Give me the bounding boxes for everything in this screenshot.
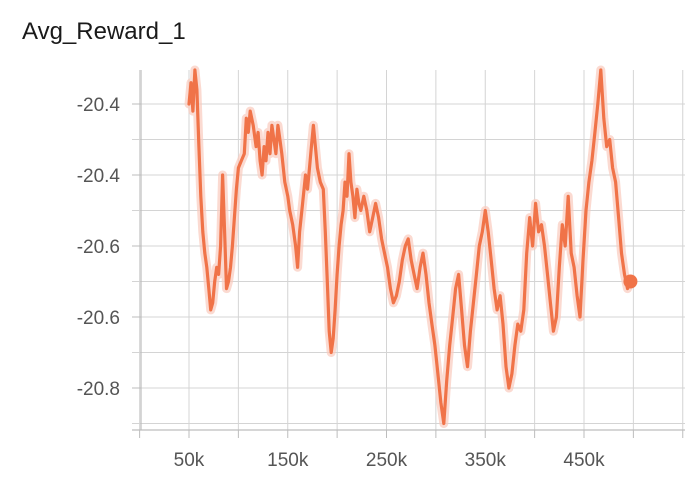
y-tick-label: -20.8 <box>77 379 120 400</box>
y-tick-label: -20.4 <box>77 166 121 187</box>
y-tick-label: -20.6 <box>77 308 120 329</box>
axes <box>132 70 685 438</box>
x-tick-label: 150k <box>267 450 309 471</box>
chart-title: Avg_Reward_1 <box>22 18 186 45</box>
y-tick-label: -20.4 <box>77 95 121 116</box>
series-line-path <box>187 68 632 426</box>
y-tick-label: -20.6 <box>77 237 120 258</box>
last-point-marker <box>623 274 638 289</box>
series-line <box>187 68 638 426</box>
x-tick-label: 250k <box>366 450 408 471</box>
x-tick-label: 50k <box>174 450 205 471</box>
x-tick-label: 450k <box>563 450 605 471</box>
tick-labels: -20.4 -20.4 -20.6 -20.6 -20.8 50k 150k 250k 350k… <box>77 95 605 471</box>
x-tick-label: 350k <box>465 450 507 471</box>
